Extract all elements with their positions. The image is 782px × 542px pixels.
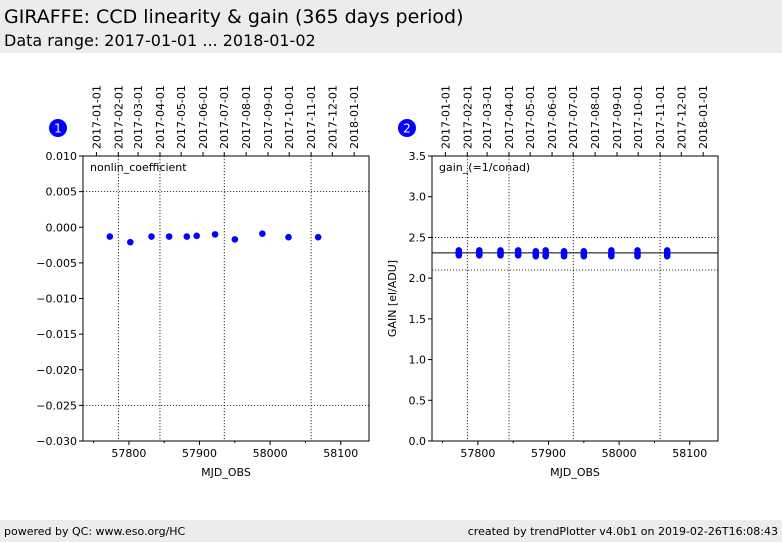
data-point (514, 247, 522, 254)
y-tick-label: 3.5 (409, 150, 427, 163)
y-tick-label: −0.005 (36, 257, 77, 270)
date-tick-label: 2017-12-01 (675, 85, 688, 149)
x-tick-label: 58100 (323, 447, 358, 460)
plot-number-badge-label: 2 (403, 122, 411, 136)
y-tick-label: 0.005 (46, 186, 78, 199)
footer-created-by: created by trendPlotter v4.0b1 on 2019-0… (467, 525, 778, 538)
date-tick-label: 2017-08-01 (589, 85, 602, 149)
x-axis-label: MJD_OBS (550, 466, 600, 479)
x-tick-label: 58100 (672, 447, 707, 460)
y-tick-label: 2.0 (409, 272, 427, 285)
plot-frame (431, 155, 719, 442)
date-tick-label: 2017-07-01 (567, 85, 580, 149)
y-tick-label: −0.010 (36, 293, 77, 306)
data-point (663, 247, 671, 254)
y-tick-label: 0.0 (409, 435, 427, 448)
data-point (231, 236, 239, 243)
date-tick-label: 2017-03-01 (481, 85, 494, 149)
x-axis-label: MJD_OBS (201, 466, 251, 479)
date-tick-label: 2017-01-01 (439, 85, 452, 149)
date-tick-label: 2017-05-01 (524, 85, 537, 149)
chart-1: 0.010 0.005 0.000 −0.005 −0.010 −0.015 −0.020 −… (36, 85, 370, 479)
y-tick-label: 2.5 (409, 231, 427, 244)
date-tick-label: 2017-06-01 (197, 85, 210, 149)
y-tick-label: −0.025 (36, 399, 77, 412)
date-tick-label: 2017-03-01 (132, 85, 145, 149)
plot-number-badge-label: 1 (54, 122, 62, 136)
y-axis-label: GAIN [el/ADU] (386, 260, 399, 337)
date-tick-label: 2017-09-01 (611, 85, 624, 149)
x-tick-label: 57800 (460, 447, 495, 460)
x-tick-label: 57900 (182, 447, 217, 460)
data-point (542, 247, 549, 254)
date-tick-label: 2017-11-01 (305, 85, 318, 149)
y-tick-label: −0.015 (36, 328, 77, 341)
date-tick-label: 2017-10-01 (632, 85, 645, 149)
y-tick-label: −0.020 (36, 364, 77, 377)
data-point (580, 247, 588, 255)
data-point (285, 233, 292, 241)
y-tick-label: 0.5 (409, 394, 427, 407)
date-tick-label: 2017-09-01 (262, 85, 275, 149)
data-point (148, 233, 155, 240)
report-title: GIRAFFE: CCD linearity & gain (365 days … (4, 6, 464, 28)
date-tick-label: 2017-12-01 (326, 85, 339, 149)
report-header: GIRAFFE: CCD linearity & gain (365 days … (0, 0, 782, 53)
date-tick-label: 2017-06-01 (546, 85, 559, 149)
data-point (497, 247, 504, 254)
report-footer: powered by QC: www.eso.org/HC created by… (0, 520, 782, 542)
x-tick-label: 58000 (253, 447, 288, 460)
y-tick-label: −0.030 (36, 435, 77, 448)
date-tick-label: 2017-04-01 (154, 85, 167, 149)
y-tick-label: 0.000 (46, 221, 78, 234)
date-tick-label: 2017-04-01 (503, 85, 516, 149)
data-point (314, 233, 322, 241)
x-tick-label: 58000 (602, 447, 637, 460)
date-tick-label: 2017-05-01 (175, 85, 188, 149)
y-tick-label: 1.5 (409, 313, 427, 326)
data-point (455, 247, 463, 254)
plot-annotation: gain_(=1/conad) (439, 161, 530, 174)
data-point (183, 233, 191, 240)
plot-frame (82, 155, 370, 442)
x-tick-label: 57800 (111, 447, 146, 460)
date-tick-label: 2018-01-01 (697, 85, 710, 149)
chart-2: 3.5 3.0 2.5 2.0 1.5 1.0 0.5 0.0 57800 57900 58000 5… (386, 85, 719, 479)
y-tick-label: 0.010 (46, 150, 78, 163)
plot-annotation: nonlin_coefficient (90, 161, 187, 174)
data-point (259, 230, 266, 237)
data-point (106, 233, 114, 240)
date-tick-label: 2017-02-01 (112, 85, 125, 149)
data-point (476, 247, 483, 254)
date-tick-label: 2017-11-01 (654, 85, 667, 149)
date-tick-label: 2017-02-01 (461, 85, 474, 149)
report-subtitle: Data range: 2017-01-01 ... 2018-01-02 (4, 31, 316, 50)
data-point (608, 247, 615, 254)
data-point (634, 247, 641, 254)
data-point (211, 231, 219, 238)
y-tick-label: 1.0 (409, 354, 427, 367)
date-tick-label: 2017-07-01 (218, 85, 231, 149)
data-point (532, 247, 540, 255)
data-point (165, 233, 173, 240)
date-tick-label: 2018-01-01 (348, 85, 361, 149)
x-tick-label: 57900 (531, 447, 566, 460)
y-tick-label: 3.0 (409, 191, 427, 204)
plot-number-badge (49, 119, 67, 137)
date-tick-label: 2017-08-01 (240, 85, 253, 149)
footer-powered-by: powered by QC: www.eso.org/HC (4, 525, 186, 538)
plot-number-badge (398, 119, 416, 137)
data-point (127, 238, 134, 246)
date-tick-label: 2017-10-01 (283, 85, 296, 149)
data-point (560, 247, 568, 255)
data-point (193, 232, 200, 240)
date-tick-label: 2017-01-01 (90, 85, 103, 149)
